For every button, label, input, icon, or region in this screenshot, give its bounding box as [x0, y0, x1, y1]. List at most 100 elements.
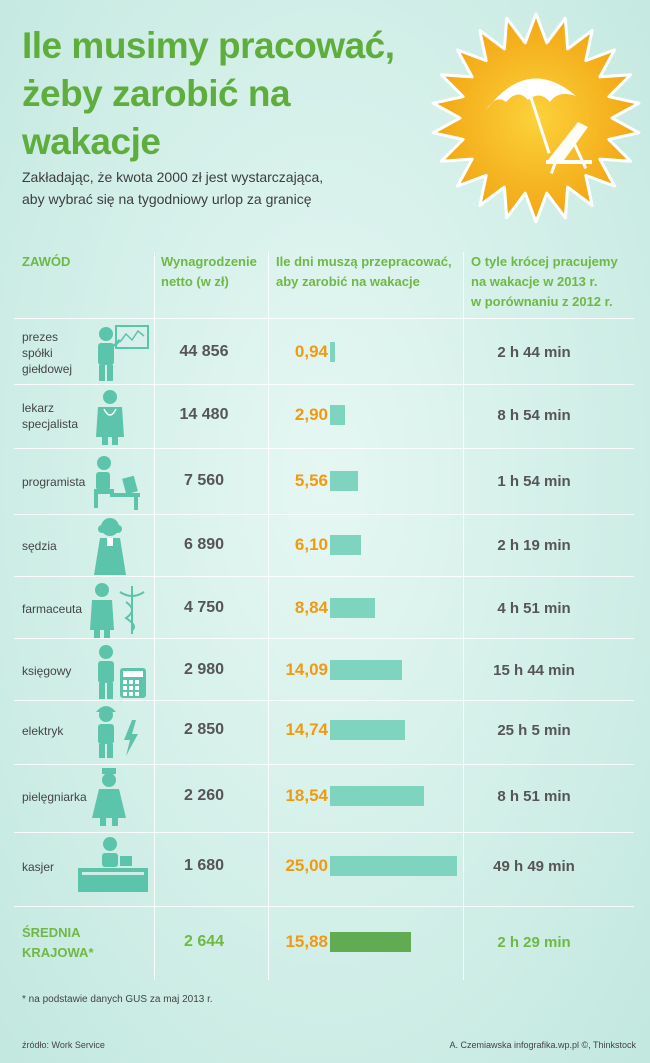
job-name-line: spółki	[22, 346, 53, 360]
subtitle-line-1: Zakładając, że kwota 2000 zł jest wystar…	[22, 169, 324, 185]
nurse-icon	[92, 768, 126, 826]
row-divider	[14, 448, 634, 449]
table-row: farmaceuta 4 750 8,84 4 h 51 min	[0, 578, 650, 640]
salary-value: 14 480	[179, 406, 229, 423]
time-diff-value: 49 h 49 min	[493, 858, 575, 875]
job-name: kasjer	[22, 859, 92, 875]
header-kr-line-1: O tyle krócej pracujemy	[471, 254, 618, 269]
days-bar	[330, 856, 457, 876]
programmer-desk-icon	[94, 456, 140, 510]
column-divider	[268, 252, 269, 980]
job-name: sędzia	[22, 538, 92, 554]
row-divider	[14, 832, 634, 833]
table-row: sędzia 6 890 6,10 2 h 19 min	[0, 515, 650, 577]
days-label: 2,90	[294, 405, 328, 424]
row-divider	[14, 576, 634, 577]
ceo-presentation-icon	[98, 325, 149, 381]
job-name-line: farmaceuta	[22, 602, 83, 616]
time-diff-value: 4 h 51 min	[497, 600, 571, 617]
days-label: 8,84	[294, 598, 328, 617]
salary-value: 2 850	[183, 721, 225, 738]
electrician-bolt-icon	[96, 706, 138, 758]
time-diff-value: 2 h 29 min	[497, 934, 571, 951]
judge-icon	[94, 518, 126, 575]
header-kr-line-3: w porównaniu z 2012 r.	[471, 294, 613, 309]
title-line-2: żeby zarobić na wakacje	[22, 73, 291, 162]
salary-value: 2 260	[183, 787, 225, 804]
days-label: 5,56	[294, 471, 328, 490]
salary-value: 1 680	[183, 857, 225, 874]
job-name-line: prezes	[22, 330, 59, 344]
footnote: * na podstawie danych GUS za maj 2013 r.	[22, 994, 213, 1005]
job-name: pielęgniarka	[22, 789, 92, 805]
average-row: ŚREDNIA KRAJOWA* 2 644 15,88 2 h 29 min	[0, 912, 650, 974]
header-zawod: ZAWÓD	[22, 254, 71, 269]
table-row: programista 7 560 5,56 1 h 54 min	[0, 451, 650, 513]
subtitle-line-2: aby wybrać się na tygodniowy urlop za gr…	[22, 191, 312, 207]
accountant-calculator-icon	[98, 645, 146, 699]
row-divider	[14, 764, 634, 765]
row-divider	[14, 700, 634, 701]
days-bar	[330, 471, 359, 491]
salary-value: 2 644	[183, 933, 225, 950]
title-line-1: Ile musimy pracować,	[22, 25, 395, 66]
days-bar	[330, 720, 405, 740]
pharmacist-caduceus-icon	[90, 583, 145, 638]
column-divider	[154, 252, 155, 980]
job-name-line: kasjer	[22, 860, 55, 874]
days-bar	[330, 342, 335, 362]
table-row: kasjer 1 680 25,00 49 h 49 min	[0, 836, 650, 898]
cashier-counter-icon	[78, 837, 148, 892]
time-diff-value: 15 h 44 min	[493, 662, 575, 679]
source-note: źródło: Work Service	[22, 1040, 105, 1050]
salary-value: 2 980	[183, 661, 225, 678]
table-row: pielęgniarka 2 260 18,54 8 h 51 min	[0, 766, 650, 828]
job-name-line: lekarz	[22, 401, 55, 415]
job-name-line: księgowy	[22, 664, 72, 678]
days-label: 15,88	[285, 932, 328, 951]
days-bar	[330, 786, 425, 806]
job-name-line: ŚREDNIA	[22, 925, 81, 940]
time-diff-value: 8 h 51 min	[497, 788, 571, 805]
table-row: księgowy 2 980 14,09 15 h 44 min	[0, 640, 650, 702]
days-label: 6,10	[294, 535, 328, 554]
time-diff-value: 1 h 54 min	[497, 473, 571, 490]
credit-note: A. Czemiawska infografika.wp.pl ©, Think…	[449, 1040, 636, 1050]
salary-value: 6 890	[183, 536, 225, 553]
salary-value: 4 750	[183, 599, 225, 616]
days-bar	[330, 535, 361, 555]
page-title: Ile musimy pracować, żeby zarobić na wak…	[22, 22, 412, 166]
days-label: 14,74	[285, 720, 328, 739]
doctor-icon	[96, 390, 124, 445]
column-divider	[463, 252, 464, 980]
header-kr-line-2: na wakacje w 2013 r.	[471, 274, 598, 289]
days-bar	[330, 405, 345, 425]
header-wyn-line-2: netto (w zł)	[161, 274, 229, 289]
job-name-line: pielęgniarka	[22, 790, 87, 804]
job-name: farmaceuta	[22, 601, 92, 617]
days-label: 0,94	[294, 342, 328, 361]
days-label: 25,00	[285, 856, 328, 875]
job-name: lekarz specjalista	[22, 400, 92, 432]
header-dni: Ile dni muszą przepracować, aby zarobić …	[276, 252, 466, 292]
time-diff-value: 8 h 54 min	[497, 407, 571, 424]
row-divider	[14, 638, 634, 639]
job-name-line: sędzia	[22, 539, 57, 553]
job-name-line: specjalista	[22, 417, 79, 431]
row-divider	[14, 318, 634, 319]
sun-beach-umbrella-icon	[431, 12, 641, 224]
header-wynagrodzenie: Wynagrodzenie netto (w zł)	[161, 252, 271, 292]
header-krocej: O tyle krócej pracujemy na wakacje w 201…	[471, 252, 646, 312]
job-name-line: programista	[22, 475, 86, 489]
table-row: prezes spółki giełdowej 44 856 0,94 2 h 44 mi…	[0, 322, 650, 384]
table-row: elektryk 2 850 14,74 25 h 5 min	[0, 700, 650, 762]
job-name: programista	[22, 474, 92, 490]
header-dni-line-2: aby zarobić na wakacje	[276, 274, 420, 289]
time-diff-value: 25 h 5 min	[497, 722, 571, 739]
days-bar	[330, 598, 375, 618]
salary-value: 44 856	[179, 343, 229, 360]
row-divider	[14, 514, 634, 515]
job-name: ŚREDNIA KRAJOWA*	[22, 923, 94, 963]
job-name: elektryk	[22, 723, 92, 739]
days-bar	[330, 660, 402, 680]
